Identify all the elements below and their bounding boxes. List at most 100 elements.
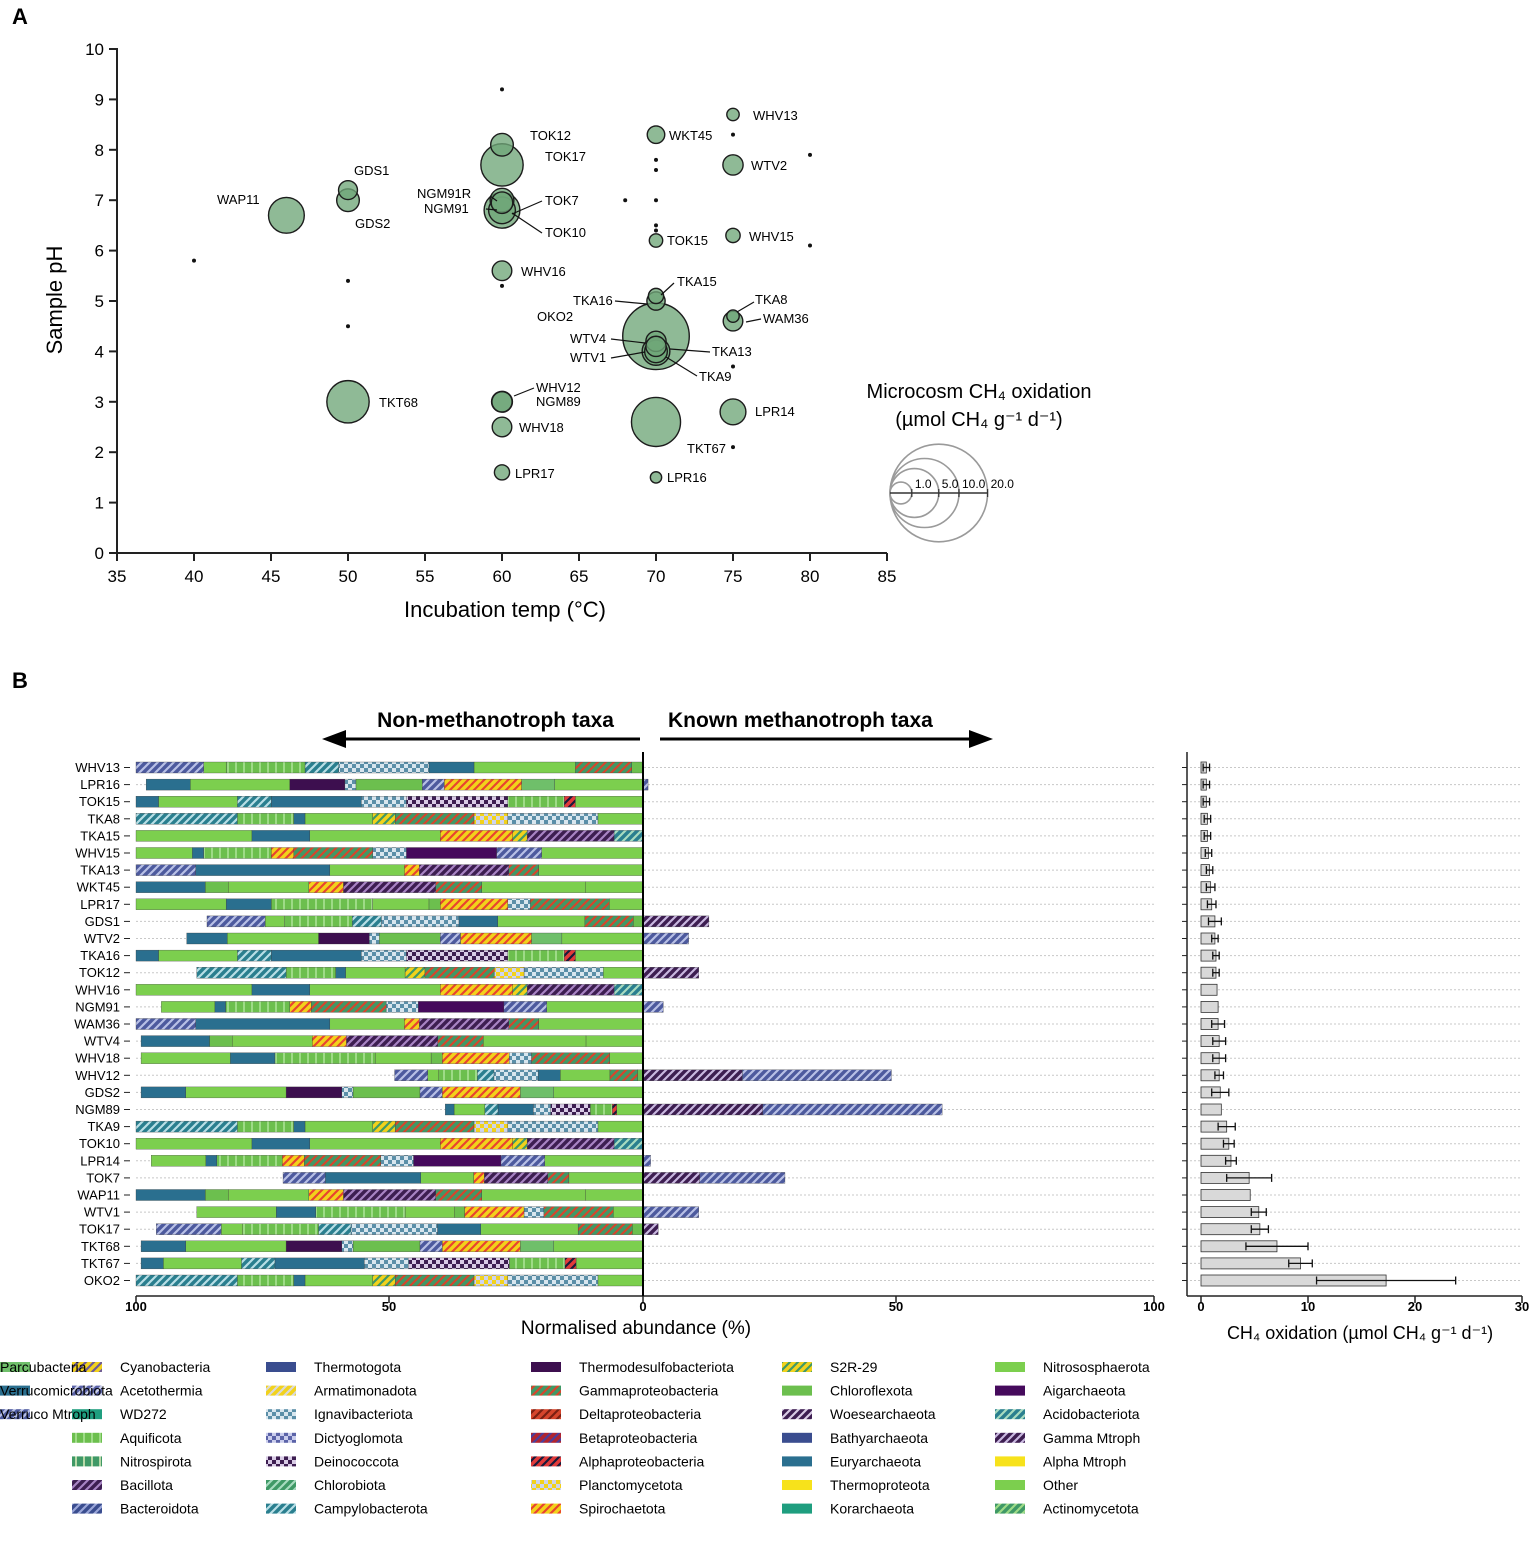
non-methanotroph-segment <box>541 847 644 859</box>
non-methanotroph-segment <box>341 1086 354 1099</box>
oxidation-x-title: CH₄ oxidation (µmol CH₄ g⁻¹ d⁻¹) <box>1227 1323 1493 1343</box>
non-methanotroph-segment <box>271 949 362 962</box>
leader-line <box>614 300 648 305</box>
legend-size-label: 1.0 <box>915 477 932 491</box>
non-methanotroph-segment <box>544 1155 644 1167</box>
legend-label: Chlorobiota <box>314 1477 386 1493</box>
non-methanotroph-segment <box>584 915 634 928</box>
non-methanotroph-segment <box>609 1069 638 1081</box>
sample-label-gds2: GDS2 <box>85 1085 120 1100</box>
zero-rate-point <box>808 243 812 248</box>
non-methanotroph-segment <box>507 949 565 962</box>
zero-rate-point <box>346 324 350 329</box>
non-methanotroph-segment <box>553 1240 644 1252</box>
right-arrow <box>660 730 993 748</box>
non-methanotroph-segment <box>276 1206 316 1218</box>
non-methanotroph-segment <box>575 1257 644 1270</box>
non-methanotroph-segment <box>372 1120 396 1133</box>
zero-rate-point <box>623 198 628 203</box>
bubble-tkt68 <box>326 379 370 424</box>
bubble-whv18 <box>491 416 513 438</box>
non-methanotroph-segment <box>473 1172 485 1184</box>
legend-label: Deinococcota <box>314 1453 399 1469</box>
non-methanotroph-segment <box>352 1086 421 1099</box>
zero-rate-point <box>654 198 658 203</box>
x-tick-label: 40 <box>185 567 204 586</box>
non-methanotroph-segment <box>158 796 238 808</box>
non-methanotroph-segment <box>230 1052 276 1064</box>
point-label-tka13: TKA13 <box>712 344 752 359</box>
verruco-mtroph-segment <box>699 1172 786 1184</box>
point-label-lpr14: LPR14 <box>755 404 795 419</box>
non-methanotroph-segment <box>135 864 196 876</box>
non-methanotroph-segment <box>575 949 644 962</box>
legend-swatch <box>266 1409 296 1420</box>
bubble-lpr16 <box>649 471 663 484</box>
legend-size-label: 20.0 <box>991 477 1015 491</box>
point-label-wkt45: WKT45 <box>669 128 712 143</box>
non-methanotroph-segment <box>308 881 344 893</box>
bubble-wtv2 <box>722 154 744 176</box>
non-methanotroph-segment <box>531 1052 610 1064</box>
x-tick-label: 60 <box>493 567 512 586</box>
bubble-tka8 <box>726 309 740 324</box>
zero-rate-point <box>731 364 735 369</box>
non-methanotroph-segment <box>533 1103 551 1116</box>
non-methanotroph-segment <box>530 898 610 910</box>
non-methanotroph-segment <box>135 796 159 808</box>
non-methanotroph-segment <box>590 1103 613 1116</box>
non-methanotroph-segment <box>564 1257 577 1270</box>
zero-rate-point <box>192 258 196 263</box>
sample-label-whv13: WHV13 <box>75 760 120 775</box>
non-methanotroph-segment <box>140 1086 186 1099</box>
panel-a-label: A <box>12 4 28 29</box>
legend-swatch <box>782 1503 812 1514</box>
non-methanotroph-segment <box>140 1240 186 1252</box>
non-methanotroph-segment <box>404 864 420 876</box>
point-label-tkt68: TKT68 <box>379 395 418 410</box>
non-methanotroph-segment <box>497 915 586 928</box>
methanotroph-segment <box>642 1223 659 1235</box>
panel-b-label: B <box>12 668 28 693</box>
non-methanotroph-segment <box>537 1069 561 1081</box>
point-label-wam36: WAM36 <box>763 311 809 326</box>
sample-label-lpr16: LPR16 <box>80 777 120 792</box>
bubble-whv13 <box>726 107 740 122</box>
point-label-lpr17: LPR17 <box>515 466 555 481</box>
non-methanotroph-segment <box>560 1069 611 1081</box>
non-methanotroph-segment <box>329 1018 405 1030</box>
x-tick-label: 35 <box>108 567 127 586</box>
non-methanotroph-segment <box>203 761 227 774</box>
non-methanotroph-segment <box>341 1240 354 1252</box>
non-methanotroph-segment <box>406 796 508 808</box>
legend-swatch <box>266 1385 296 1396</box>
non-methanotroph-segment <box>289 778 346 791</box>
sample-label-oko2: OKO2 <box>84 1273 120 1288</box>
non-methanotroph-segment <box>428 761 475 774</box>
non-methanotroph-segment <box>507 898 531 910</box>
point-label-tka15: TKA15 <box>677 274 717 289</box>
leader-line <box>610 338 646 344</box>
non-methanotroph-segment <box>613 1138 644 1150</box>
non-methanotroph-segment <box>523 967 604 979</box>
non-methanotroph-segment <box>585 881 644 893</box>
x-tick-label: 45 <box>262 567 281 586</box>
non-methanotroph-segment <box>547 1172 570 1184</box>
non-methanotroph-segment <box>404 967 426 979</box>
non-methanotroph-segment <box>161 1001 216 1013</box>
non-methanotroph-segment <box>440 932 461 945</box>
non-methanotroph-segment <box>271 847 294 859</box>
abundance-x-tick-label: 50 <box>382 1299 396 1314</box>
bubble-tka15 <box>647 287 665 305</box>
legend-label: Betaproteobacteria <box>579 1430 698 1446</box>
non-methanotroph-segment <box>473 1120 508 1133</box>
non-methanotroph-segment <box>344 778 357 791</box>
non-methanotroph-segment <box>603 967 644 979</box>
non-methanotroph-segment <box>237 813 294 825</box>
oxidation-bar <box>1200 1001 1219 1013</box>
non-methanotroph-segment <box>285 1086 342 1099</box>
non-methanotroph-segment <box>237 1274 294 1287</box>
non-methanotroph-segment <box>228 1189 309 1201</box>
zero-rate-point <box>654 167 658 172</box>
non-methanotroph-segment <box>612 1103 617 1116</box>
